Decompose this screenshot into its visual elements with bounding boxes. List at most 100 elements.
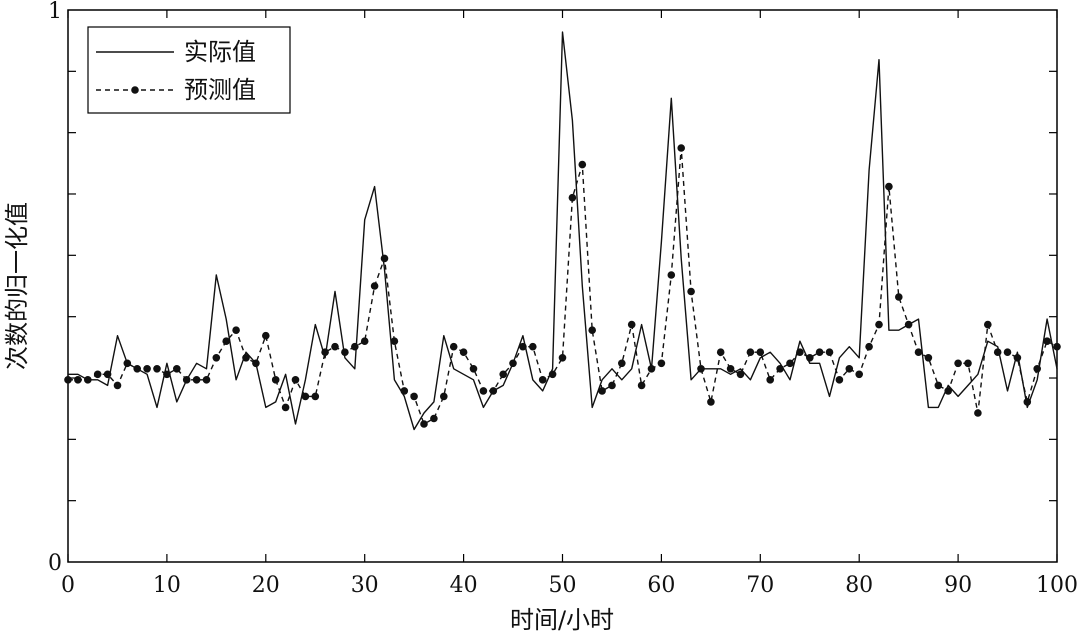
series-1-point-49: [548, 370, 557, 379]
series-1-point-17: [232, 326, 240, 335]
series-1-point-91: [964, 359, 972, 368]
series-1-point-51: [568, 193, 577, 202]
series-1-point-94: [993, 348, 1002, 357]
series-1-point-38: [440, 392, 448, 401]
x-tick-label-3: 30: [351, 573, 379, 598]
x-tick-label-7: 70: [746, 573, 774, 598]
series-1-point-100: [1053, 342, 1061, 351]
series-1-point-72: [776, 365, 784, 373]
series-1-point-14: [202, 376, 211, 384]
series-1-point-23: [291, 376, 300, 384]
series-1-point-62: [677, 144, 685, 152]
series-1-point-11: [173, 365, 181, 373]
series-1-point-1: [74, 376, 82, 384]
series-1-point-22: [281, 403, 290, 412]
series-1-point-4: [103, 370, 112, 379]
legend-marker-predicted: [131, 86, 139, 94]
series-1-point-18: [242, 354, 250, 362]
legend-label-actual: 实际值: [184, 38, 256, 66]
series-1-point-30: [360, 337, 369, 346]
series-1-point-75: [806, 354, 814, 362]
series-1-point-66: [716, 348, 725, 357]
series-1-point-5: [113, 381, 122, 390]
legend-box: [87, 26, 291, 114]
series-1-point-73: [786, 359, 794, 368]
x-tick-labels: 0 10 20 30 40 50 60 70 80 90 100: [61, 573, 1078, 598]
x-tick-label-10: 100: [1036, 573, 1078, 598]
series-1-point-95: [1003, 348, 1012, 357]
series-1-point-69: [746, 348, 755, 357]
series-1-point-92: [974, 409, 982, 417]
series-1-point-44: [499, 370, 508, 379]
x-tick-label-6: 60: [647, 573, 675, 598]
y-tick-labels: 01: [48, 0, 62, 576]
series-1-point-34: [400, 387, 409, 395]
series-1-point-85: [904, 320, 913, 329]
series-1-point-71: [766, 376, 774, 384]
series-1-point-58: [637, 381, 646, 390]
series-1-point-41: [469, 365, 478, 373]
series-1-point-80: [855, 370, 863, 379]
series-1-point-56: [618, 359, 626, 368]
series-1-point-31: [370, 282, 379, 290]
series-1-point-20: [262, 331, 270, 340]
series-1-point-45: [509, 359, 517, 368]
series-1-point-81: [865, 342, 873, 351]
series-1-point-64: [697, 365, 705, 373]
series-1-point-12: [182, 376, 191, 384]
series-1-point-47: [529, 342, 537, 351]
series-1-point-21: [271, 376, 280, 384]
series-1-point-68: [736, 370, 745, 379]
series-1-point-87: [924, 354, 933, 362]
x-tick-label-5: 50: [549, 573, 577, 598]
series-1-point-98: [1033, 365, 1041, 373]
series-1-point-88: [934, 381, 943, 390]
series-1-point-79: [845, 365, 854, 373]
series-1-point-7: [133, 365, 141, 373]
series-1-point-36: [420, 420, 428, 428]
series-1-point-90: [954, 359, 962, 368]
series-1-point-27: [331, 342, 339, 351]
series-1-point-52: [578, 160, 587, 169]
series-1-point-16: [222, 337, 230, 346]
series-1-point-10: [163, 370, 171, 379]
series-1-point-74: [796, 348, 804, 357]
series-1-point-13: [192, 376, 201, 384]
series-1-point-3: [93, 370, 102, 379]
series-1-point-65: [707, 398, 715, 406]
series-1-point-55: [608, 381, 616, 390]
series-1-point-8: [143, 365, 151, 373]
series-1-point-84: [895, 293, 903, 301]
x-tick-label-2: 20: [252, 573, 280, 598]
series-1-point-86: [914, 348, 923, 357]
x-tick-label-8: 80: [845, 573, 873, 598]
series-1-point-82: [875, 320, 883, 329]
series-1-point-60: [657, 359, 666, 368]
series-1-point-29: [351, 342, 359, 351]
series-1-point-70: [756, 348, 765, 357]
series-1-point-32: [380, 254, 389, 263]
series-1-point-19: [252, 359, 260, 368]
series-1-point-63: [687, 287, 695, 296]
series-1-point-57: [627, 320, 636, 329]
series-layer: [64, 31, 1061, 431]
x-axis-title: 时间/小时: [510, 606, 614, 634]
series-1-point-26: [321, 348, 329, 357]
series-1-point-35: [410, 392, 418, 401]
series-1-point-15: [212, 354, 221, 362]
series-1-point-59: [647, 365, 656, 373]
series-1-point-28: [341, 348, 349, 357]
legend-label-predicted: 预测值: [184, 76, 256, 104]
series-1-point-89: [944, 387, 952, 395]
series-1-point-77: [825, 348, 834, 357]
y-axis-title: 次数的归一化值: [3, 202, 31, 370]
legend: 实际值 预测值: [87, 26, 291, 114]
x-tick-label-4: 40: [450, 573, 478, 598]
series-1-point-9: [153, 365, 161, 373]
series-1-point-67: [726, 365, 735, 373]
series-1-point-42: [479, 387, 488, 395]
series-1-point-37: [430, 414, 438, 423]
series-1-point-2: [84, 376, 92, 384]
series-1-point-39: [449, 342, 458, 351]
